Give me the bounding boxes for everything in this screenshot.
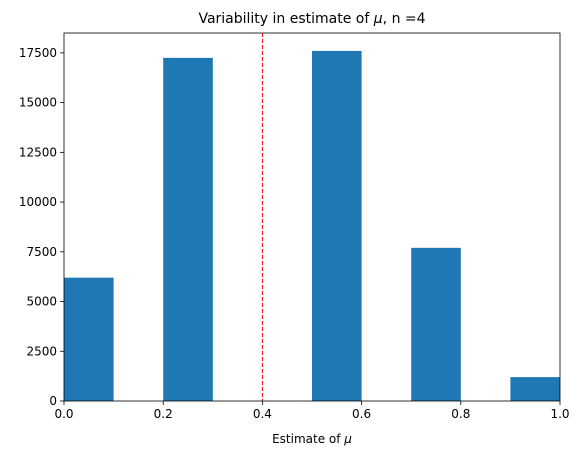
x-tick-label: 1.0 — [550, 407, 569, 421]
x-axis-label: Estimate of μ — [272, 432, 352, 446]
chart-title: Variability in estimate of μ, n =4 — [198, 11, 425, 27]
plot-frame — [63, 32, 561, 402]
y-tick-label: 12500 — [19, 145, 57, 159]
y-tick-label: 15000 — [19, 96, 57, 110]
x-tick-label: 0.4 — [253, 407, 272, 421]
y-tick-label: 2500 — [26, 344, 57, 358]
y-tick-label: 17500 — [19, 46, 57, 60]
histogram-bar-4 — [510, 377, 560, 401]
histogram-bar-3 — [411, 247, 461, 401]
y-tick-label: 5000 — [26, 295, 57, 309]
histogram-bar-0 — [64, 277, 114, 401]
x-tick-label: 0.6 — [352, 407, 371, 421]
histogram-bar-2 — [312, 50, 362, 401]
x-tick-label: 0.8 — [451, 407, 470, 421]
x-tick-label: 0.0 — [54, 407, 73, 421]
y-tick-label: 7500 — [26, 245, 57, 259]
histogram-bar-1 — [163, 57, 213, 401]
y-tick-label: 10000 — [19, 195, 57, 209]
x-tick-label: 0.2 — [154, 407, 173, 421]
y-tick-label: 0 — [49, 394, 57, 408]
